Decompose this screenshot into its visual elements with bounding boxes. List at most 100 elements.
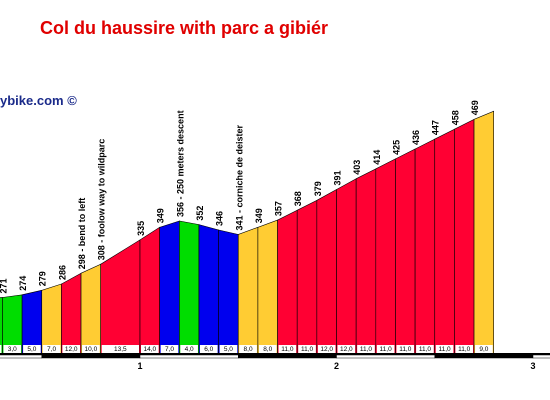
- segment-18: [296, 199, 318, 355]
- altitude-label-25: 458: [450, 110, 460, 125]
- gradient-band-27: [475, 345, 493, 353]
- gradient-label-23: 11,0: [399, 346, 412, 353]
- gradient-band-17: [278, 345, 297, 353]
- x-tick-label-1: 1: [137, 361, 142, 371]
- altitude-label-12: 352: [195, 206, 205, 221]
- segment-13: [198, 224, 219, 355]
- gradient-label-26: 11,0: [458, 346, 471, 353]
- gradient-band-8: [82, 345, 100, 353]
- gradient-label-15: 8,0: [244, 346, 253, 353]
- altitude-label-17: 368: [293, 191, 303, 206]
- altitude-label-22: 425: [391, 140, 401, 155]
- altitude-label-5: 279: [38, 271, 48, 286]
- segment-21: [355, 168, 377, 355]
- gradient-band-12: [180, 345, 198, 353]
- gradient-band-5: [23, 345, 41, 353]
- km-band-1: [0, 354, 42, 359]
- gradient-band-13: [199, 345, 218, 353]
- gradient-label-20: 12,0: [340, 346, 353, 353]
- altitude-label-9: 335: [136, 221, 146, 236]
- km-band-3: [139, 354, 239, 359]
- segment-6: [41, 283, 62, 355]
- gradient-label-11: 7,0: [165, 346, 174, 353]
- gradient-band-18: [298, 345, 316, 353]
- gradient-label-4: 3,0: [8, 346, 17, 353]
- altitude-labels-layer: 256 - sharp bend to left266 - folloy the…: [0, 100, 480, 293]
- gradient-band-3: [0, 345, 2, 353]
- segment-23: [395, 148, 416, 355]
- gradient-label-19: 12,0: [320, 346, 333, 353]
- gradient-band-25: [435, 345, 454, 353]
- gradient-band-21: [357, 345, 375, 353]
- x-tick-label-2: 2: [334, 361, 339, 371]
- gradient-label-17: 11,0: [281, 346, 294, 353]
- gradient-label-16: 8,0: [263, 346, 272, 353]
- km-band-5: [336, 354, 435, 359]
- gradient-band-15: [239, 345, 257, 353]
- gradient-band-16: [258, 345, 277, 353]
- gradient-band-10: [141, 345, 159, 353]
- segment-19: [316, 188, 337, 355]
- segments-layer: [0, 110, 495, 355]
- gradient-label-25: 11,0: [438, 346, 451, 353]
- altitude-label-20: 403: [352, 160, 362, 175]
- altitude-label-10: 349: [156, 208, 166, 223]
- segment-12: [179, 220, 200, 355]
- segment-7: [61, 272, 82, 355]
- altitude-label-16: 357: [274, 201, 284, 216]
- gradient-label-8: 10,0: [85, 346, 98, 353]
- segment-27: [473, 110, 495, 355]
- gradient-label-14: 5,0: [224, 346, 233, 353]
- gradient-label-6: 7,0: [47, 346, 56, 353]
- gradient-band-22: [376, 345, 395, 353]
- gradient-label-5: 5,0: [27, 346, 36, 353]
- altitude-label-7: 298 - bend to left: [77, 198, 87, 270]
- altitude-label-6: 286: [57, 265, 67, 280]
- gradient-band-6: [42, 345, 61, 353]
- gradient-band-19: [317, 345, 336, 353]
- segment-11: [159, 220, 180, 355]
- segment-20: [336, 178, 357, 355]
- segment-5: [21, 289, 43, 355]
- gradient-label-7: 12,0: [65, 346, 78, 353]
- km-band-4: [238, 354, 337, 359]
- watermark-text: ybike.com ©: [0, 93, 77, 108]
- gradient-label-24: 11,0: [419, 346, 432, 353]
- gradient-label-18: 11,0: [301, 346, 314, 353]
- altitude-label-21: 414: [372, 150, 382, 165]
- gradient-label-9: 13,5: [114, 346, 127, 353]
- x-tick-label-3: 3: [530, 361, 535, 371]
- altitude-label-23: 436: [411, 130, 421, 145]
- km-band-7: [532, 354, 550, 359]
- gradient-band-23: [396, 345, 415, 353]
- segment-22: [375, 158, 396, 355]
- gradient-band-26: [455, 345, 474, 353]
- altitude-label-18: 379: [313, 181, 323, 196]
- gradient-band-11: [160, 345, 179, 353]
- segment-26: [454, 118, 475, 355]
- gradient-label-27: 9,0: [479, 346, 488, 353]
- gradient-label-21: 11,0: [360, 346, 373, 353]
- km-band-2: [41, 354, 141, 359]
- segment-24: [414, 138, 436, 355]
- chart-title: Col du haussire with parc a gibiér: [40, 18, 329, 38]
- altitude-label-13: 346: [215, 211, 225, 226]
- km-band-6: [434, 354, 534, 359]
- gradient-label-12: 4,0: [185, 346, 194, 353]
- segment-14: [218, 229, 239, 355]
- altitude-label-11: 356 - 250 meters descent: [175, 110, 185, 217]
- gradient-label-22: 11,0: [380, 346, 393, 353]
- gradient-band-7: [62, 345, 81, 353]
- axis-layer: 1 2 3: [0, 353, 550, 371]
- segment-10: [139, 226, 160, 355]
- gradient-band-layer: 10,010,04,01,03,05,07,012,010,013,514,07…: [0, 345, 493, 353]
- segment-16: [257, 219, 278, 355]
- altitude-label-3: 271: [0, 278, 8, 293]
- gradient-band-14: [219, 345, 238, 353]
- altitude-label-26: 469: [470, 100, 480, 115]
- altitude-label-4: 274: [18, 276, 28, 291]
- gradient-band-4: [3, 345, 22, 353]
- altitude-label-19: 391: [333, 170, 343, 185]
- segment-17: [277, 209, 298, 355]
- segment-15: [237, 226, 259, 355]
